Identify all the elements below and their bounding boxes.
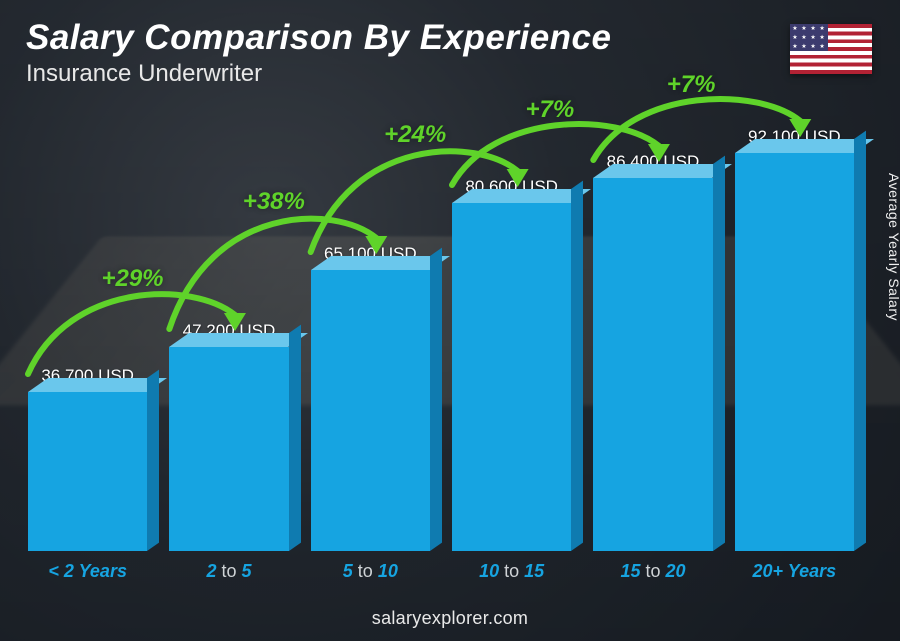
bar-category-label: < 2 Years (48, 561, 127, 593)
chart-subtitle: Insurance Underwriter (26, 60, 611, 88)
bar (169, 347, 288, 551)
chart-title: Salary Comparison By Experience (26, 18, 611, 58)
footer-attribution: salaryexplorer.com (0, 608, 900, 629)
bar-category-label: 2 to 5 (206, 561, 251, 593)
bar-side-face (854, 131, 866, 551)
bar-category-label: 10 to 15 (479, 561, 544, 593)
flag-canton (790, 24, 828, 51)
growth-label: +7% (525, 96, 574, 124)
bar-group: 92,100 USD20+ Years (735, 127, 854, 593)
bar (311, 270, 430, 551)
bar-category-label: 5 to 10 (343, 561, 398, 593)
bar (452, 203, 571, 551)
bar-group: 86,400 USD15 to 20 (593, 152, 712, 593)
bar-side-face (147, 370, 159, 551)
bar-group: 65,100 USD5 to 10 (311, 244, 430, 593)
bar-group: 47,200 USD2 to 5 (169, 321, 288, 593)
bar-category-label: 20+ Years (753, 561, 837, 593)
y-axis-label: Average Yearly Salary (886, 173, 900, 321)
bar-category-label: 15 to 20 (620, 561, 685, 593)
bar-side-face (571, 181, 583, 551)
bar-top-face (169, 333, 308, 347)
bar-group: 80,600 USD10 to 15 (452, 177, 571, 593)
bar-group: 36,700 USD< 2 Years (28, 366, 147, 593)
bar-chart: 36,700 USD< 2 Years47,200 USD2 to 565,10… (28, 123, 854, 593)
bar-top-face (593, 164, 732, 178)
bar (735, 153, 854, 551)
bar-side-face (713, 156, 725, 551)
growth-label: +7% (667, 71, 716, 99)
bar-side-face (289, 325, 301, 551)
chart-container: Salary Comparison By Experience Insuranc… (0, 0, 900, 641)
bar (593, 178, 712, 551)
country-flag-us (790, 24, 872, 74)
bar-side-face (430, 248, 442, 551)
header: Salary Comparison By Experience Insuranc… (26, 18, 611, 88)
bar (28, 392, 147, 551)
